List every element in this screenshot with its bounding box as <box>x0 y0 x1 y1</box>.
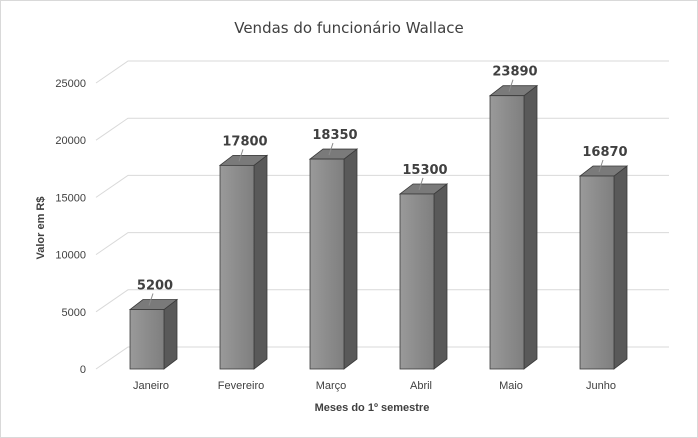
x-tick-label: Junho <box>586 380 616 392</box>
data-label-leader <box>508 79 514 92</box>
bar <box>398 183 449 370</box>
bar-front <box>129 309 165 370</box>
y-tick-label: 5000 <box>62 307 86 319</box>
bar-front <box>489 95 525 370</box>
data-label: 18350 <box>312 128 357 143</box>
bar <box>128 298 179 370</box>
x-tick-label: Janeiro <box>133 380 169 392</box>
bar <box>488 84 539 370</box>
x-axis-title: Meses do 1º semestre <box>315 402 430 414</box>
x-tick-label: Maio <box>499 380 523 392</box>
bar-side <box>253 154 268 370</box>
gridline <box>95 346 669 370</box>
bar-side <box>433 183 448 370</box>
bar <box>308 148 359 370</box>
gridlines <box>95 60 669 370</box>
data-label: 5200 <box>137 279 173 294</box>
gridline <box>95 232 669 256</box>
y-tick-label: 15000 <box>55 192 86 204</box>
data-label-leader <box>418 177 424 191</box>
gridline <box>95 117 669 141</box>
bar-side <box>613 165 628 370</box>
bar-side <box>163 298 178 370</box>
x-axis-categories: Janeiro Fevereiro Março Abril Maio Junho <box>133 380 616 392</box>
y-axis-ticks: 0 5000 10000 15000 20000 25000 <box>55 78 86 376</box>
bar-front <box>309 158 345 370</box>
chart-title: Vendas do funcionário Wallace <box>234 19 464 37</box>
data-label: 16870 <box>582 145 627 160</box>
gridline <box>95 289 669 313</box>
y-tick-label: 10000 <box>55 250 86 262</box>
bar-front <box>219 164 255 370</box>
data-label: 17800 <box>222 134 267 149</box>
gridline <box>95 174 669 198</box>
data-label-leader <box>238 149 244 162</box>
data-label-leader <box>598 159 604 173</box>
y-axis-title: Valor em R$ <box>35 197 47 260</box>
x-tick-label: Abril <box>410 380 432 392</box>
x-tick-label: Fevereiro <box>218 380 264 392</box>
bar-front <box>399 193 435 370</box>
x-tick-label: Março <box>316 380 347 392</box>
data-label-leader <box>328 142 334 156</box>
bar <box>218 154 269 370</box>
bar-front <box>579 175 615 370</box>
y-tick-label: 0 <box>80 364 86 376</box>
data-labels: 5200 17800 18350 15300 23890 16870 <box>137 65 628 306</box>
data-label: 23890 <box>492 65 537 80</box>
gridline <box>95 60 669 84</box>
y-tick-label: 25000 <box>55 78 86 90</box>
data-label-leader <box>148 293 154 306</box>
y-tick-label: 20000 <box>55 135 86 147</box>
bar <box>578 165 629 370</box>
bars <box>128 84 629 370</box>
data-label: 15300 <box>402 163 447 178</box>
bar-side <box>523 84 538 370</box>
bar-side <box>343 148 358 370</box>
